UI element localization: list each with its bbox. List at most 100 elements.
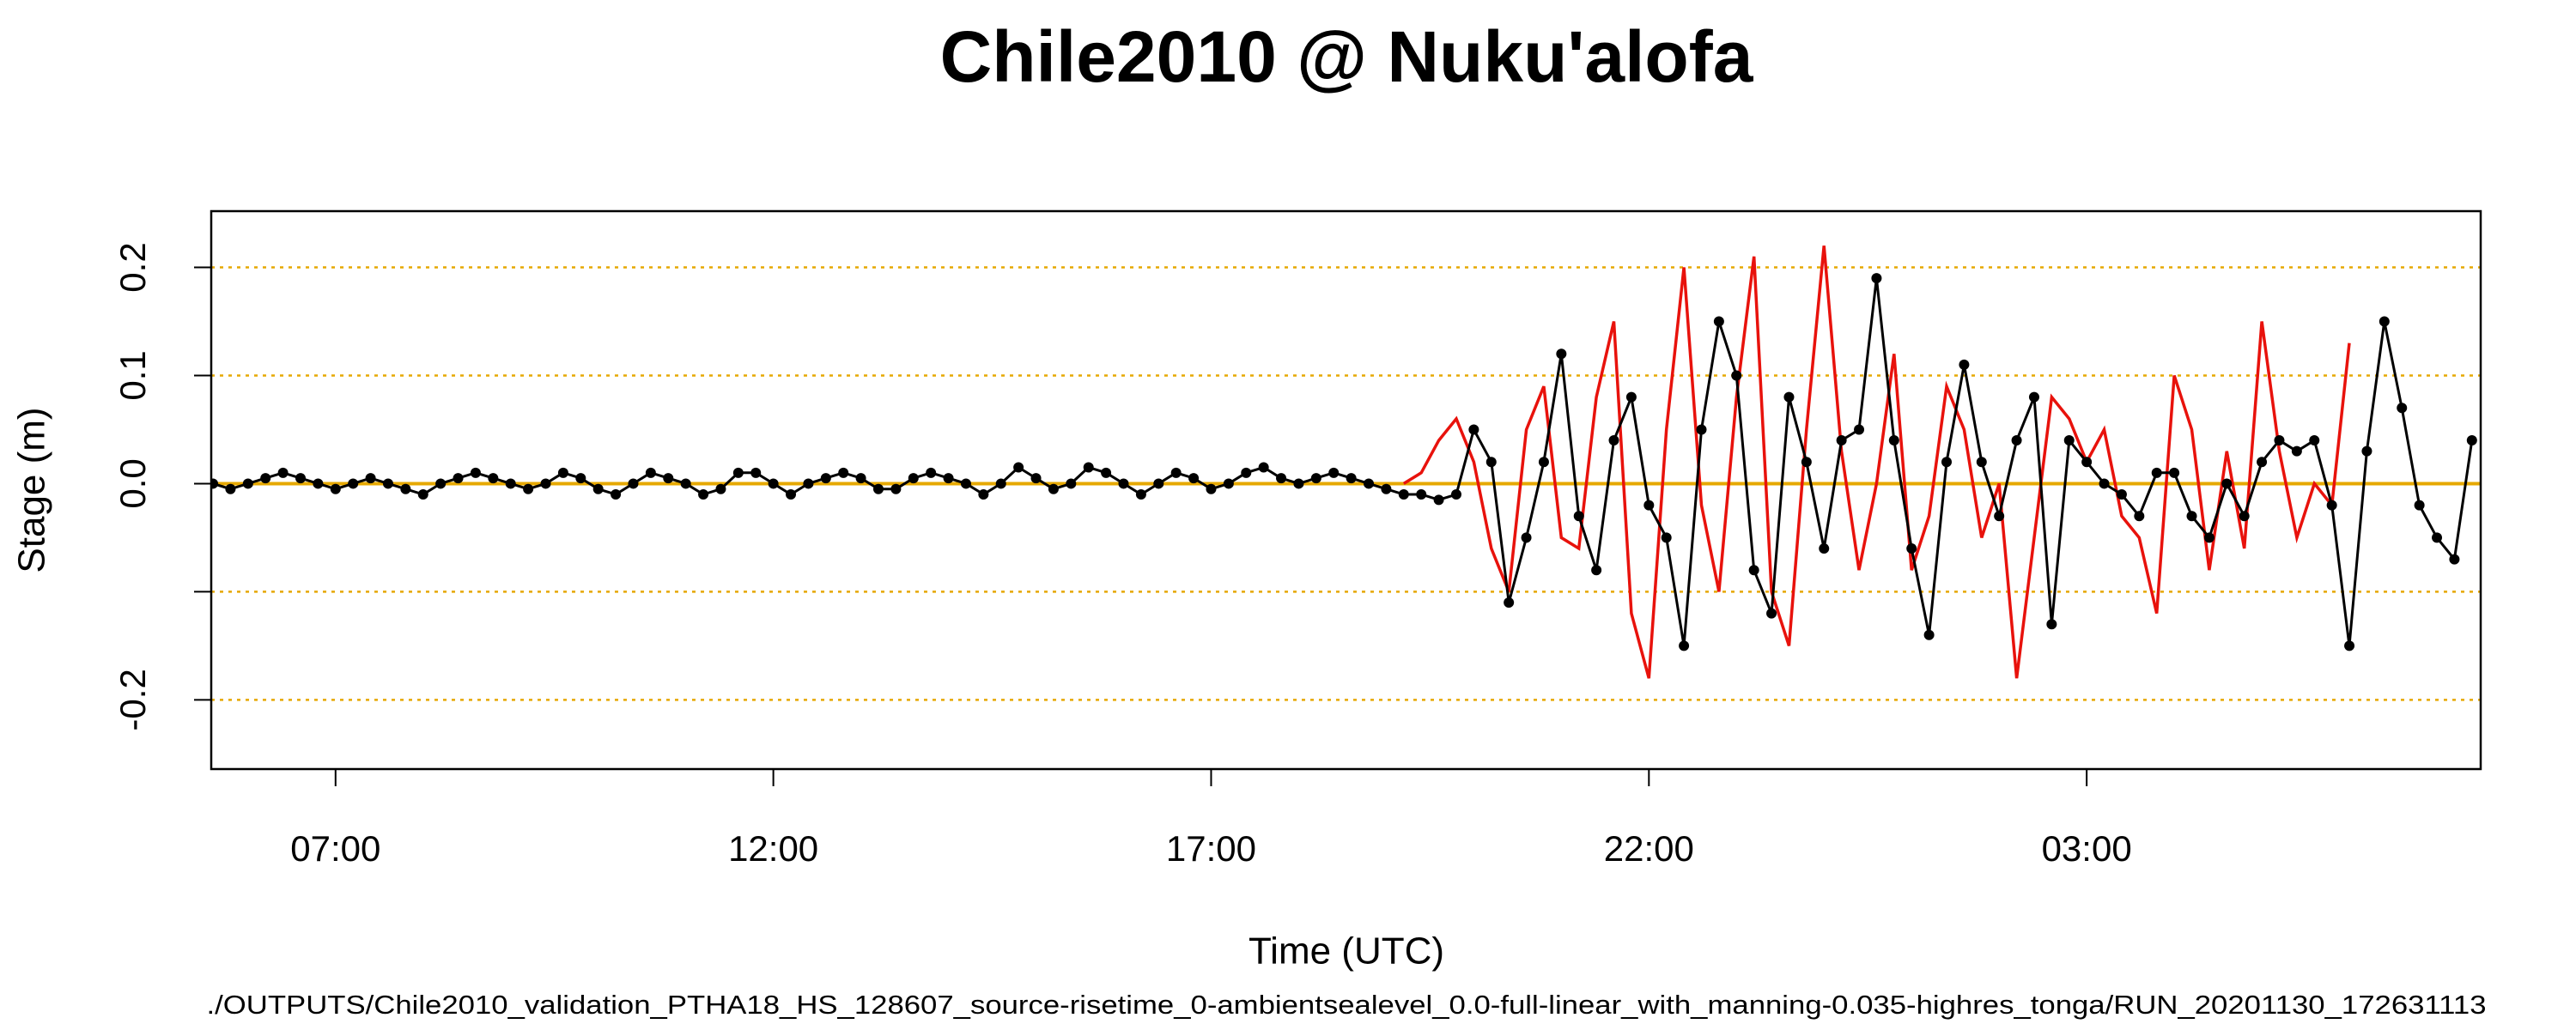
data-point (1013, 462, 1024, 473)
footnote: ./OUTPUTS/Chile2010_validation_PTHA18_HS… (207, 990, 2487, 1020)
data-point (2239, 511, 2250, 522)
data-point (417, 489, 428, 500)
data-point (2011, 435, 2022, 446)
data-point (2046, 619, 2057, 630)
data-point (838, 467, 849, 478)
data-point (1819, 543, 1830, 554)
data-point (855, 473, 866, 484)
data-point (1188, 473, 1200, 484)
data-point (1696, 424, 1707, 435)
x-tick-label: 22:00 (1604, 828, 1694, 869)
data-point (1556, 348, 1567, 360)
data-point (803, 478, 814, 489)
y-axis-label: Stage (m) (11, 407, 53, 573)
data-point (488, 473, 499, 484)
data-point (611, 489, 622, 500)
plot-area (211, 245, 2477, 679)
data-point (225, 483, 236, 494)
data-point (960, 478, 971, 489)
data-point (435, 478, 447, 489)
data-point (1661, 532, 1672, 543)
data-point (1625, 391, 1637, 403)
data-point (2449, 554, 2460, 565)
data-point (348, 478, 359, 489)
data-point (1364, 478, 1375, 489)
data-point (1030, 473, 1042, 484)
data-point (365, 473, 376, 484)
data-point (1241, 467, 1252, 478)
y-tick-label: -0.2 (112, 669, 153, 730)
data-point (715, 483, 726, 494)
data-point (786, 489, 797, 500)
data-point (1888, 435, 1899, 446)
data-point (663, 473, 674, 484)
data-point (1276, 473, 1287, 484)
data-point (1468, 424, 1479, 435)
data-point (943, 473, 954, 484)
data-point (2134, 511, 2145, 522)
data-point (2203, 532, 2215, 543)
data-point (768, 478, 779, 489)
data-point (1608, 435, 1619, 446)
series-line (212, 277, 2474, 646)
data-point (1381, 483, 1392, 494)
chart-title: Chile2010 @ Nuku'alofa (940, 16, 1754, 97)
data-point (2063, 435, 2075, 446)
data-point (1783, 391, 1795, 403)
data-point (1293, 478, 1304, 489)
data-point (523, 483, 534, 494)
data-point (890, 483, 902, 494)
y-tick-label: 0.1 (112, 350, 153, 400)
data-point (277, 467, 289, 478)
data-point (926, 467, 937, 478)
data-point (1679, 640, 1690, 651)
data-point (1258, 462, 1269, 473)
data-point (1398, 489, 1409, 500)
data-point (1836, 435, 1847, 446)
data-point (732, 467, 744, 478)
data-point (1994, 511, 2005, 522)
data-point (1416, 489, 1427, 500)
data-point (1854, 424, 1865, 435)
data-point (211, 478, 219, 489)
data-point (1521, 532, 1532, 543)
x-tick-label: 07:00 (290, 828, 380, 869)
data-point (557, 467, 568, 478)
data-point (2151, 467, 2162, 478)
data-point (2028, 391, 2039, 403)
data-point (1871, 273, 1882, 284)
data-point (820, 473, 831, 484)
data-point (260, 473, 271, 484)
data-point (2274, 435, 2285, 446)
data-point (2257, 457, 2268, 468)
data-point (2432, 532, 2443, 543)
data-point (698, 489, 709, 500)
data-point (1066, 478, 1077, 489)
data-point (313, 478, 324, 489)
data-point (680, 478, 691, 489)
data-point (1346, 473, 1357, 484)
data-point (1048, 483, 1059, 494)
data-point (1450, 489, 1461, 500)
series-line (1402, 245, 2351, 679)
data-point (995, 478, 1006, 489)
data-point (2116, 489, 2127, 500)
data-point (1643, 500, 1655, 511)
data-point (750, 467, 762, 478)
data-point (2081, 457, 2093, 468)
data-point (1906, 543, 1917, 554)
data-point (330, 483, 341, 494)
data-point (2344, 640, 2355, 651)
data-point (400, 483, 411, 494)
data-point (1170, 467, 1182, 478)
data-point (2309, 435, 2320, 446)
y-tick-label: 0.2 (112, 242, 153, 292)
data-point (1135, 489, 1146, 500)
data-point (470, 467, 481, 478)
data-point (1433, 494, 1444, 506)
data-point (1504, 597, 1515, 609)
x-axis-label: Time (UTC) (1249, 930, 1444, 972)
data-point (1101, 467, 1112, 478)
data-point (453, 473, 464, 484)
